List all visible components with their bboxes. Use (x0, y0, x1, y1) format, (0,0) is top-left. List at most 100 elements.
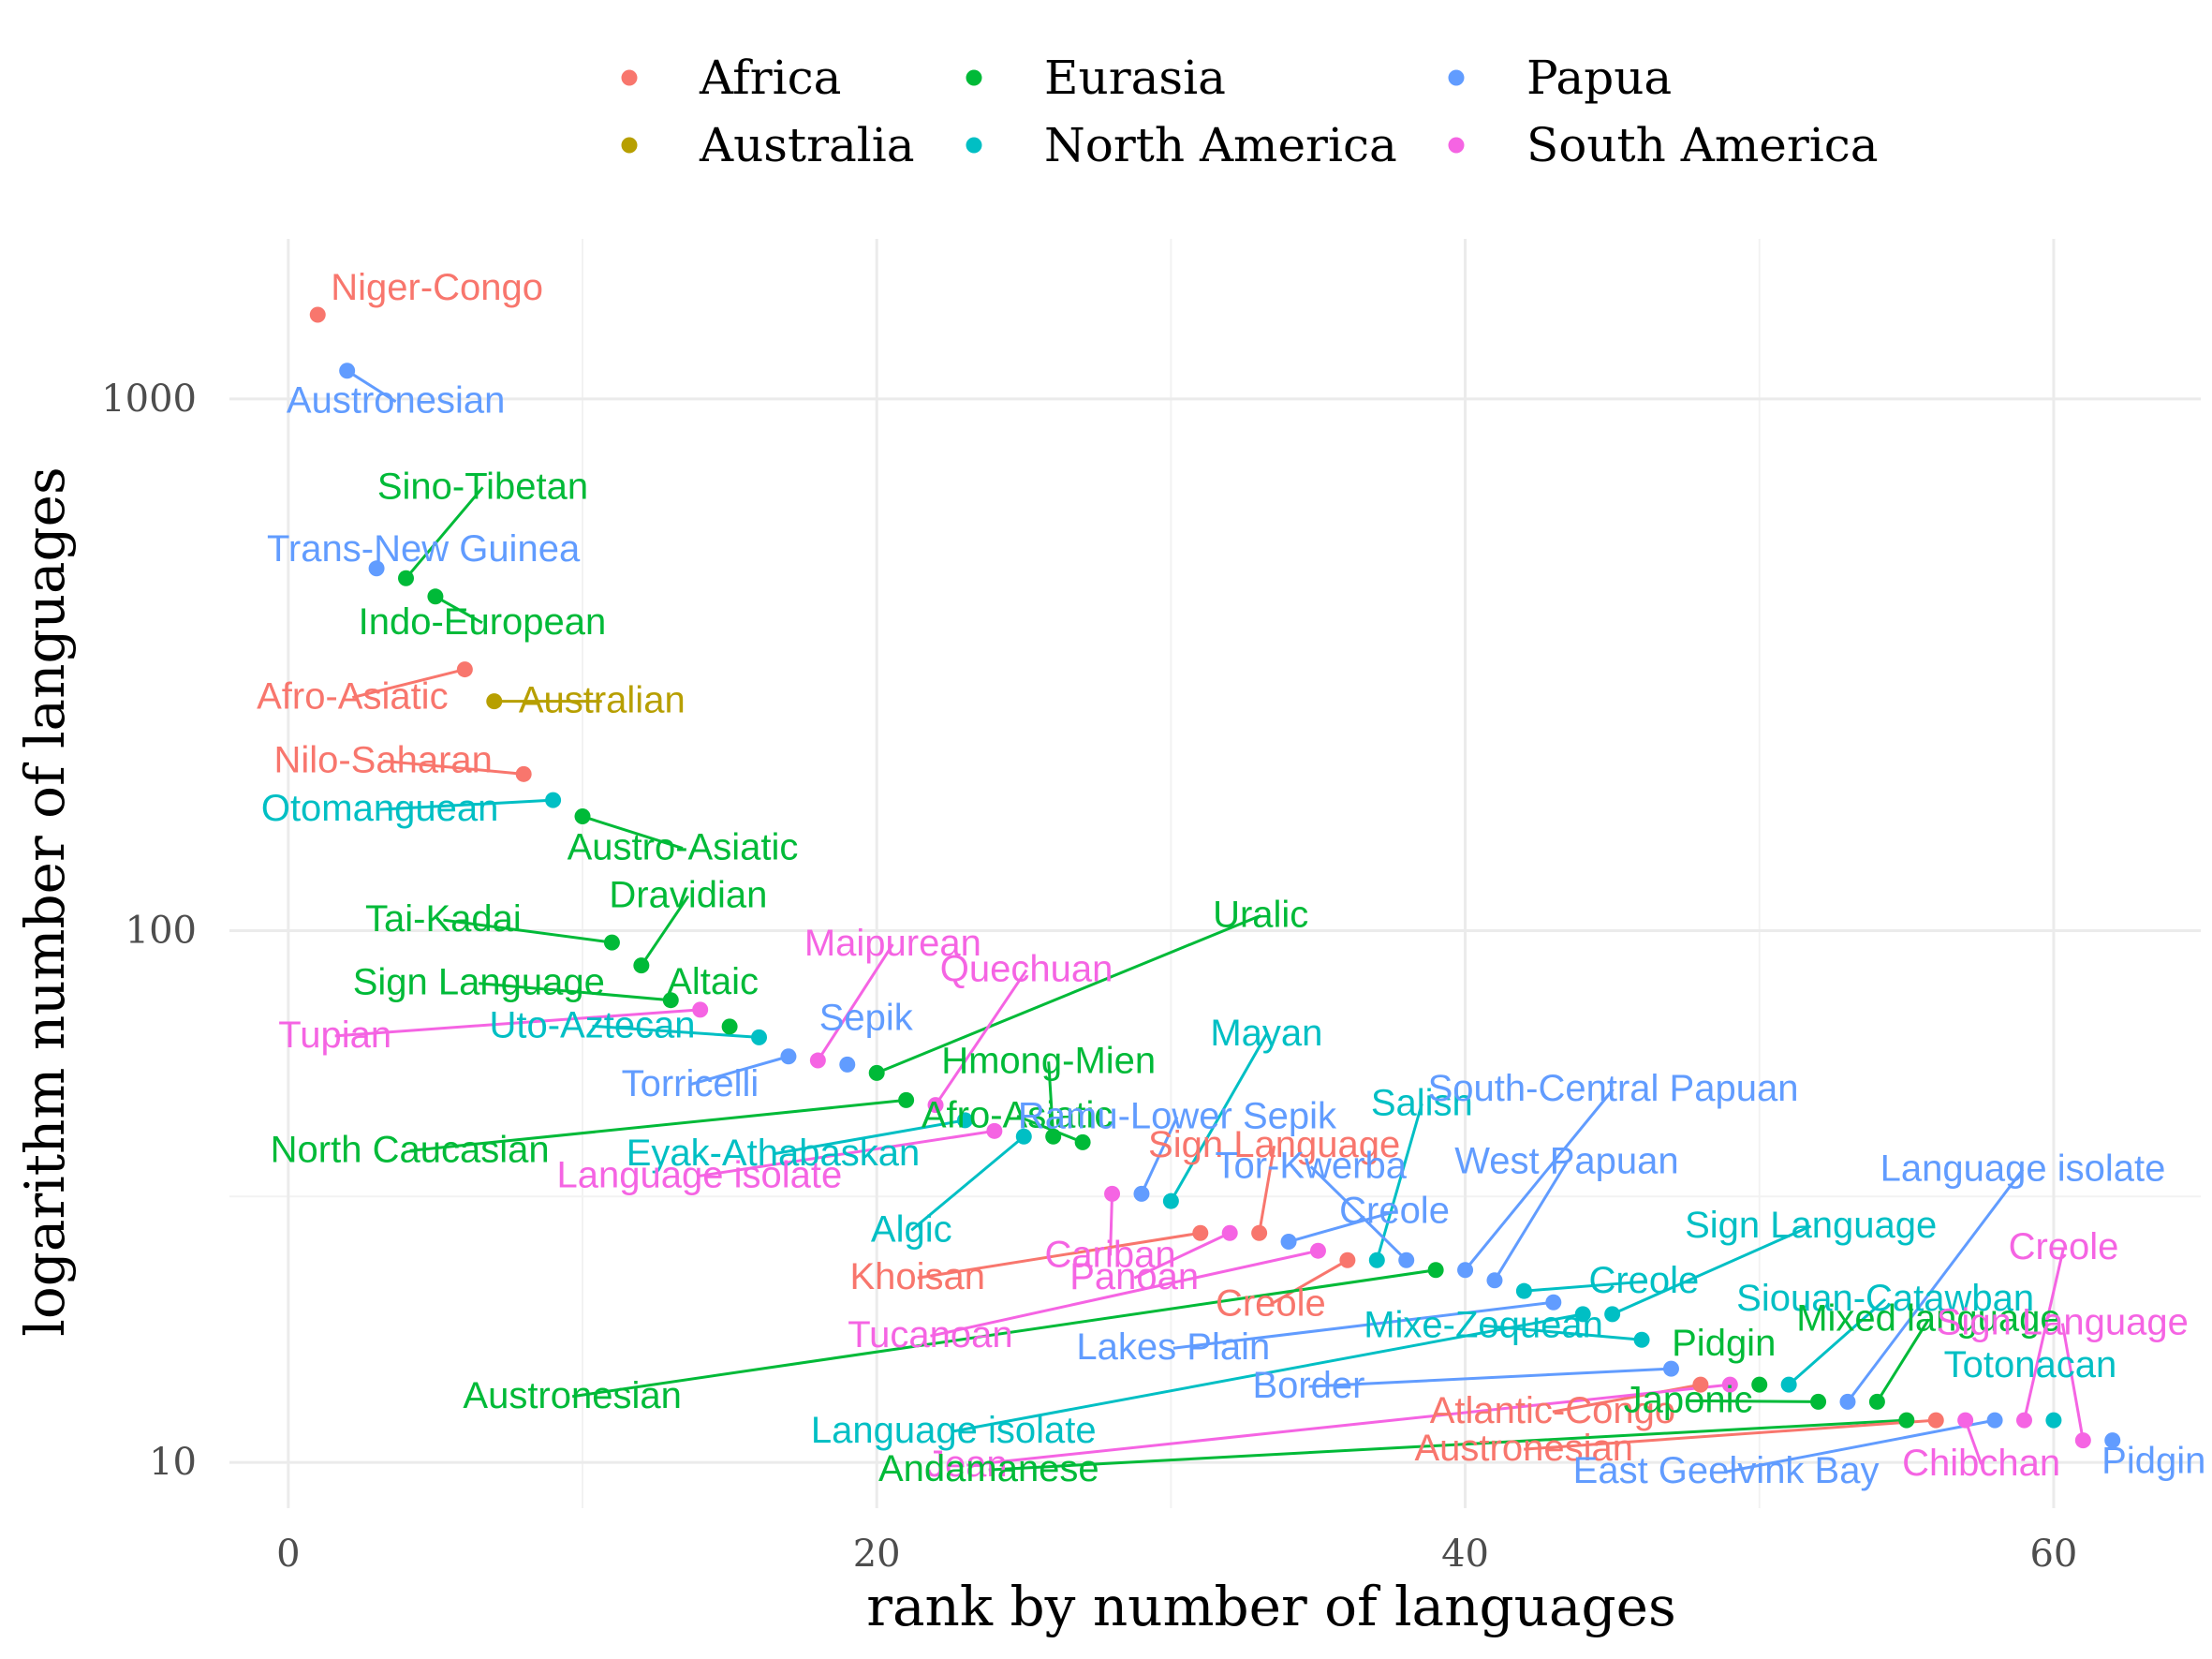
label-connector (917, 1231, 1202, 1280)
label-connector (934, 969, 1028, 1106)
data-point (839, 1056, 856, 1073)
point-label: Tucanoan (848, 1314, 1012, 1355)
data-point (633, 957, 650, 974)
legend-label: Africa (699, 51, 841, 105)
point-label: Creole (1216, 1282, 1326, 1324)
label-connector (383, 759, 524, 776)
label-connector (952, 1312, 1584, 1433)
point-label: Siouan-Catawban (1736, 1278, 2034, 1319)
legend-item: Africa (621, 51, 841, 105)
point-label: Language isolate (811, 1410, 1097, 1451)
point-label: Totonacan (1944, 1344, 2117, 1385)
point-label: Indo-European (359, 601, 607, 643)
legend-label: Papua (1526, 51, 1672, 105)
label-connector (988, 1418, 1907, 1472)
label-connector (409, 1098, 907, 1152)
label-connector (443, 918, 612, 944)
label-connector (1612, 1224, 1812, 1316)
data-point (1721, 1376, 1738, 1393)
point-label: Australian (519, 680, 686, 721)
label-connector (1846, 1168, 2025, 1403)
data-point (368, 560, 385, 577)
data-point (1398, 1252, 1415, 1268)
label-connector (1170, 1033, 1268, 1202)
point-label: Uralic (1213, 894, 1308, 935)
data-point (1368, 1252, 1385, 1268)
data-point (898, 1091, 915, 1108)
point-label: Pidgin (1672, 1323, 1776, 1364)
data-point (1251, 1224, 1268, 1241)
data-point (1045, 1128, 1062, 1145)
label-connector (689, 1055, 789, 1087)
point-label: Mayan (1210, 1013, 1322, 1054)
label-connector (379, 798, 553, 811)
label-connector (334, 1008, 700, 1038)
label-connector (1270, 1258, 1349, 1306)
point-label: Language isolate (1880, 1148, 2166, 1189)
data-point (486, 693, 503, 710)
label-connector (1375, 1103, 1423, 1261)
data-point (1486, 1272, 1503, 1289)
point-label: Jean (926, 1444, 1008, 1485)
data-point (1104, 1185, 1121, 1202)
data-point (515, 765, 532, 782)
data-point (986, 1122, 1003, 1139)
data-point (721, 1018, 738, 1035)
point-label: Afro-Asiatic (257, 676, 449, 718)
data-point (1957, 1412, 1974, 1429)
label-connector (699, 1129, 995, 1178)
point-label: Andamanese (878, 1448, 1099, 1489)
data-point (574, 808, 591, 825)
x-tick-label: 20 (853, 1533, 901, 1576)
point-label: Border (1252, 1365, 1364, 1406)
y-tick-label: 100 (125, 909, 197, 952)
point-label: Sino-Tibetan (377, 466, 588, 507)
label-connector (1876, 1318, 1930, 1403)
point-label: Tor-Kwerba (1215, 1145, 1407, 1186)
data-point (1339, 1252, 1356, 1268)
label-connector (966, 1383, 1731, 1467)
label-connector (405, 486, 484, 580)
point-label: Maipurean (804, 923, 981, 964)
x-tick-label: 60 (2029, 1533, 2077, 1576)
point-label: Creole (1339, 1191, 1450, 1232)
point-label: Cariban (1044, 1234, 1175, 1275)
point-label: Niger-Congo (331, 267, 543, 308)
point-label: Algic (871, 1208, 952, 1250)
label-connector (1258, 1145, 1276, 1234)
y-axis-title: logarithm number of languages (13, 467, 77, 1336)
legend-item: Papua (1448, 51, 1672, 105)
y-tick-label: 1000 (101, 378, 197, 421)
label-connector (571, 1268, 1437, 1399)
point-label: Sepik (819, 997, 914, 1038)
point-label: Creole (2009, 1226, 2119, 1267)
label-connector (817, 943, 894, 1061)
data-point (1604, 1306, 1621, 1323)
point-label: Afro-Asiatic (922, 1094, 1113, 1135)
legend-label: Australia (699, 118, 915, 172)
label-connector (435, 595, 483, 625)
label-connector (1725, 1418, 1996, 1474)
label-connectors (334, 369, 2085, 1474)
point-label: Sign Language (353, 962, 605, 1003)
legend-item: Australia (621, 118, 915, 172)
point-label: Language isolate (557, 1154, 843, 1195)
x-tick-label: 0 (276, 1533, 300, 1576)
data-point (927, 1097, 944, 1114)
data-point (339, 363, 356, 379)
legend-key (966, 69, 982, 86)
label-connector (1464, 1088, 1615, 1271)
point-label: Sign Language (1148, 1124, 1400, 1165)
x-axis-title: rank by number of languages (866, 1575, 1675, 1638)
label-connector (2060, 1323, 2085, 1441)
legend-key (1448, 69, 1465, 86)
data-point (1457, 1262, 1474, 1279)
point-labels: Niger-Congo Austronesian Trans-New Guinea S… (257, 267, 2205, 1491)
point-label: Torricelli (622, 1063, 759, 1104)
data-point (1692, 1376, 1709, 1393)
point-label: Creole (1588, 1260, 1699, 1301)
point-label: Pidgin (2101, 1441, 2205, 1482)
point-label: Austro-Asiatic (568, 827, 799, 868)
